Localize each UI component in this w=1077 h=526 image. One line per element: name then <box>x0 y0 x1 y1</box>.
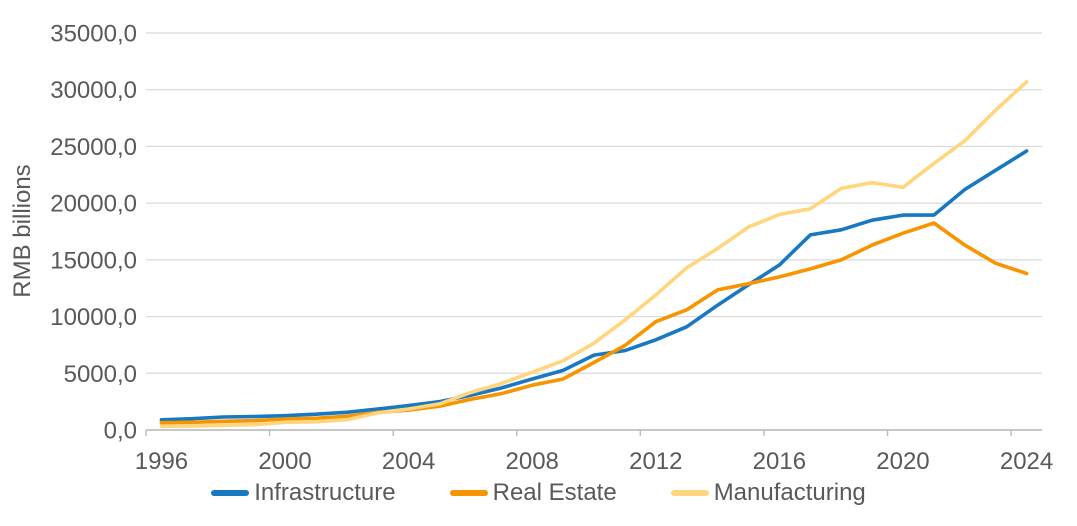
y-tick-label: 15000,0 <box>50 247 137 274</box>
x-tick-label: 2020 <box>876 448 929 475</box>
y-tick-label: 30000,0 <box>50 77 137 104</box>
series-line-manufacturing <box>159 80 1029 429</box>
series-line-infrastructure <box>159 149 1029 422</box>
x-tick-label: 2004 <box>382 448 435 475</box>
y-tick-label: 20000,0 <box>50 191 137 218</box>
legend-item-real-estate: Real Estate <box>449 479 617 506</box>
legend-item-infrastructure: Infrastructure <box>211 479 396 506</box>
legend-label-manufacturing: Manufacturing <box>713 479 866 506</box>
y-tick-label: 0,0 <box>104 418 137 445</box>
x-tick-label: 2024 <box>1000 448 1053 475</box>
y-tick-label: 25000,0 <box>50 134 137 161</box>
legend-label-infrastructure: Infrastructure <box>254 479 396 506</box>
y-axis-title: RMB billions <box>9 164 36 297</box>
infrastructure-swatch-icon <box>211 490 250 496</box>
legend-item-manufacturing: Manufacturing <box>670 479 866 506</box>
x-tick-label: 2008 <box>506 448 559 475</box>
y-tick-label: 5000,0 <box>64 361 137 388</box>
x-tick-label: 2016 <box>753 448 806 475</box>
legend-label-real-estate: Real Estate <box>492 479 617 506</box>
x-tick-label: 1996 <box>135 448 188 475</box>
series-line-real-estate <box>159 221 1029 425</box>
x-tick-label: 2000 <box>258 448 311 475</box>
chart-legend: Infrastructure Real Estate Manufacturing <box>0 477 1077 509</box>
y-tick-label: 10000,0 <box>50 304 137 331</box>
y-tick-label: 35000,0 <box>50 21 137 48</box>
x-tick-label: 2012 <box>629 448 682 475</box>
real-estate-swatch-icon <box>449 490 488 496</box>
manufacturing-swatch-icon <box>670 490 709 496</box>
